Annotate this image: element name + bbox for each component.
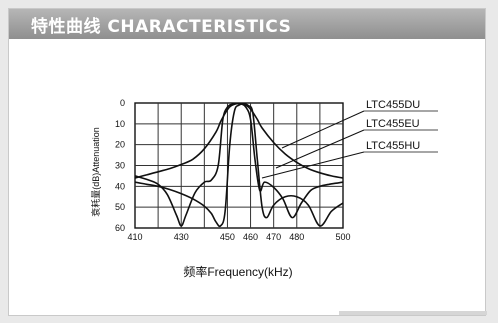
x-tick-label: 450	[220, 232, 235, 242]
y-tick-label: 40	[115, 181, 125, 191]
y-tick-label: 0	[120, 98, 125, 108]
y-tick-label: 10	[115, 119, 125, 129]
x-tick-label: 480	[289, 232, 304, 242]
section-header: 特性曲线 CHARACTERISTICS	[9, 9, 485, 39]
y-tick-label: 20	[115, 140, 125, 150]
section-title: 特性曲线 CHARACTERISTICS	[31, 16, 292, 37]
y-tick-label: 50	[115, 202, 125, 212]
y-axis-label: 衰耗量(dB)Attenuation	[90, 127, 101, 217]
y-tick-label: 30	[115, 161, 125, 171]
characteristics-panel: 特性曲线 CHARACTERISTICS	[8, 8, 487, 316]
y-tick-label: 60	[115, 223, 125, 233]
x-axis-label: 频率Frequency(kHz)	[183, 264, 292, 279]
x-tick-label: 460	[243, 232, 258, 242]
legend-leader-line	[275, 129, 365, 169]
x-tick-label: 430	[174, 232, 189, 242]
series-line-ltc455du	[135, 103, 343, 179]
legend-leader-line	[261, 151, 365, 179]
legend-label-ltc455du: LTC455DU	[366, 99, 420, 111]
panel-bottom-strip	[339, 311, 487, 315]
series-line-ltc455hu	[135, 103, 343, 228]
legend-label-ltc455hu: LTC455HU	[366, 140, 420, 152]
x-tick-label: 500	[335, 232, 350, 242]
legend-label-ltc455eu: LTC455EU	[366, 118, 420, 130]
legend-leader-line	[281, 110, 365, 149]
x-tick-label: 470	[266, 232, 281, 242]
x-tick-label: 410	[127, 232, 142, 242]
series-line-ltc455eu	[135, 103, 343, 227]
